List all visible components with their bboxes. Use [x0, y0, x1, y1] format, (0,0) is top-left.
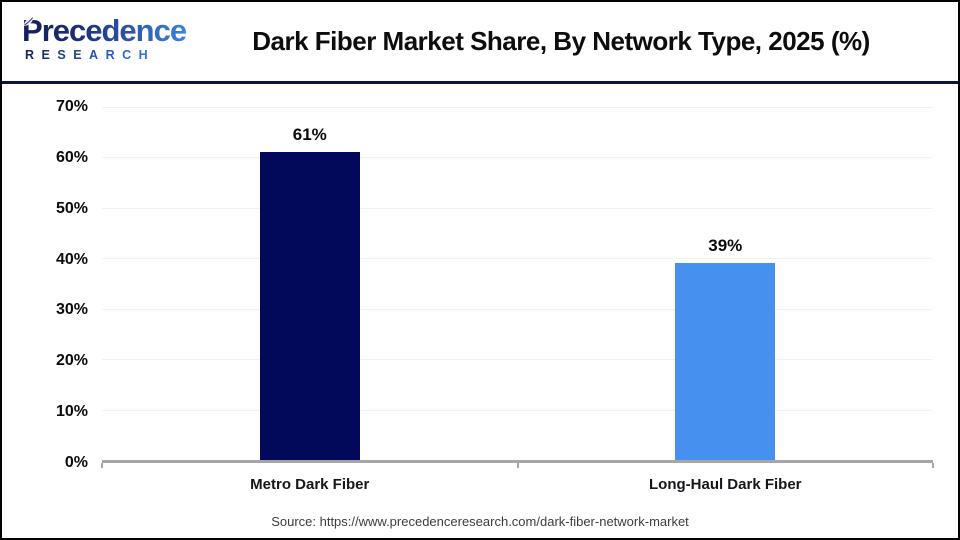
logo-initial: P — [22, 13, 42, 48]
y-axis-tick-label: 40% — [55, 250, 88, 268]
plot-area: 61% 39% — [101, 107, 934, 468]
gridline — [102, 359, 933, 361]
x-axis-category-label: Long-Haul Dark Fiber — [648, 476, 802, 493]
x-axis-category-label: Metro Dark Fiber — [250, 476, 370, 493]
y-axis-tick-label: 30% — [55, 301, 88, 319]
logo-wordmark: Precedence — [22, 15, 186, 46]
logo-wordmark-rest: recedence — [41, 13, 187, 48]
bar-metro-dark-fiber — [259, 152, 360, 460]
gridline — [102, 258, 933, 260]
bar-long-haul-dark-fiber — [675, 263, 776, 460]
x-axis-tick — [932, 463, 934, 468]
precedence-research-logo: Precedence RESEARCH — [22, 15, 186, 62]
gridline — [102, 308, 933, 310]
y-axis-labels: 0% 10% 20% 30% 40% 50% 60% 70% — [2, 98, 88, 471]
gridline — [102, 157, 933, 159]
y-axis-tick-label: 0% — [64, 454, 88, 471]
bar-value-label: 61% — [292, 125, 327, 145]
gridline — [102, 409, 933, 411]
y-axis-tick-label: 20% — [55, 352, 88, 370]
logo-subtitle: RESEARCH — [25, 49, 186, 62]
y-axis-tick-label: 50% — [55, 199, 88, 217]
x-axis-tick — [101, 463, 103, 468]
header: Precedence RESEARCH Dark Fiber Market Sh… — [2, 2, 958, 84]
x-axis-labels: Metro Dark Fiber Long-Haul Dark Fiber — [102, 466, 933, 500]
bar-chart: 0% 10% 20% 30% 40% 50% 60% 70% 61% 39% Metro Dar… — [2, 84, 958, 538]
y-axis-tick-label: 70% — [55, 98, 88, 115]
chart-title: Dark Fiber Market Share, By Network Type… — [252, 26, 870, 56]
source-text: Source: https://www.precedenceresearch.c… — [271, 514, 689, 529]
y-axis-tick-label: 10% — [55, 403, 88, 421]
gridline — [102, 207, 933, 209]
bar-value-label: 39% — [708, 236, 743, 256]
y-axis-tick-label: 60% — [55, 148, 88, 166]
gridline — [102, 107, 933, 108]
x-axis-tick — [516, 463, 519, 468]
